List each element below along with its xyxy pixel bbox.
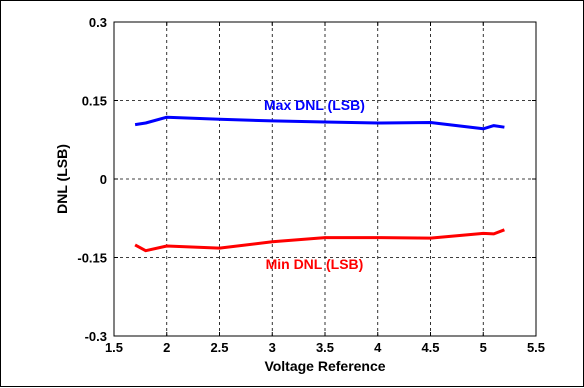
x-tick-label: 4 (374, 340, 382, 355)
x-tick-label: 2.5 (210, 340, 228, 355)
x-tick-label: 5.5 (527, 340, 545, 355)
x-tick-label: 3.5 (316, 340, 334, 355)
grid-lines (114, 22, 536, 336)
y-tick-label: 0 (100, 172, 107, 187)
series-label-min: Min DNL (LSB) (266, 256, 364, 272)
y-tick-label: -0.3 (85, 329, 107, 344)
y-tick-label: 0.15 (82, 94, 107, 109)
series-labels: Max DNL (LSB) Min DNL (LSB) (264, 97, 365, 272)
series-lines (134, 115, 505, 253)
y-tick-label: -0.15 (77, 251, 107, 266)
series-line-max-dnl (134, 115, 505, 131)
series-label-max: Max DNL (LSB) (264, 97, 365, 113)
x-tick-label: 3 (269, 340, 276, 355)
y-tick-label: 0.3 (89, 15, 107, 30)
x-tick-label: 4.5 (421, 340, 439, 355)
axis-ticks: 1.5 2 2.5 3 3.5 4 4.5 5 5.5 -0.3 -0.15 0 0.15 0.3 (77, 15, 545, 355)
y-axis-title: DNL (LSB) (54, 144, 70, 214)
series-line-min-dnl (134, 228, 505, 253)
x-axis-title: Voltage Reference (264, 358, 385, 374)
x-tick-label: 5 (480, 340, 487, 355)
x-tick-label: 2 (163, 340, 170, 355)
x-tick-label: 1.5 (105, 340, 123, 355)
